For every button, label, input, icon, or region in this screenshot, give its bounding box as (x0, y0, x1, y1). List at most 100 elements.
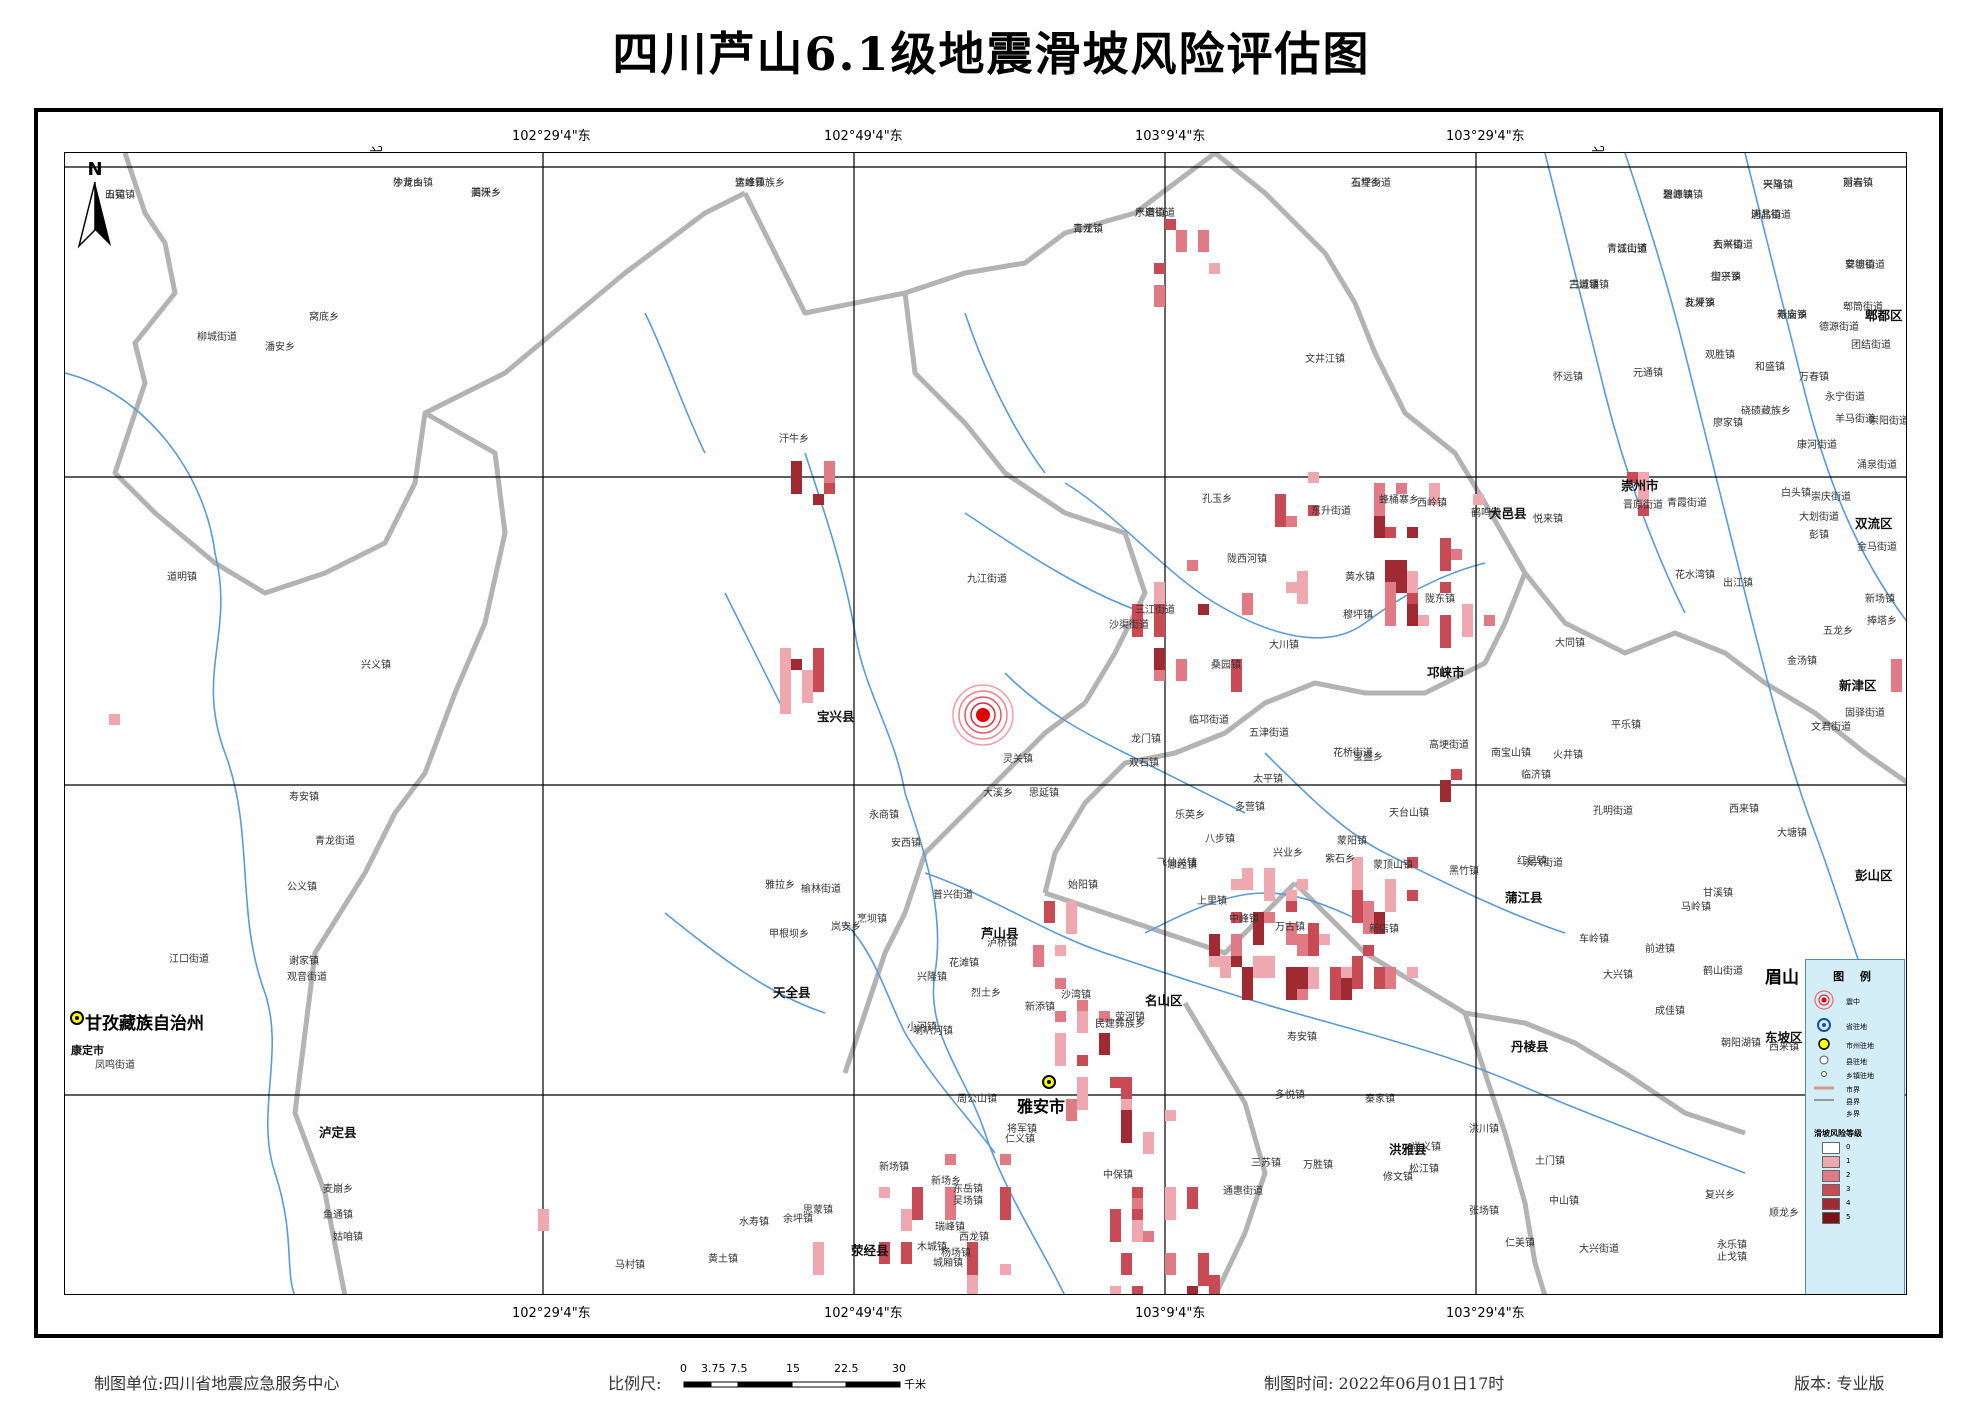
risk-cell (1242, 967, 1253, 1000)
town-label: 天台山镇 (1389, 808, 1429, 819)
lon-label-bottom-1: 102°29'4"东 (512, 1306, 591, 1321)
town-label: 吴场镇 (953, 1196, 983, 1207)
town-label: 寿安镇 (1287, 1032, 1317, 1043)
legend: 图 例 震中 省驻地 市州驻地 县驻地 乡镇驻地 市界 县界 乡界 滑坡风险等级… (1805, 959, 1905, 1294)
town-label: 余坪镇 (783, 1214, 813, 1225)
risk-cell (1374, 967, 1385, 989)
town-label: 山镇 (105, 190, 125, 201)
legend-title: 图 例 (1833, 970, 1877, 983)
town-label: 大同镇 (1555, 638, 1585, 649)
risk-cell (879, 1187, 890, 1198)
lon-label-bottom-2: 102°49'4"东 (824, 1306, 903, 1321)
risk-cell (1253, 956, 1264, 978)
town-label: 泗坪乡 (471, 188, 501, 199)
legend-epicenter: 震中 (1846, 998, 1860, 1006)
risk-cell (538, 1209, 549, 1231)
town-label: 汗牛乡 (779, 434, 809, 445)
town-label: 荥河镇 (1115, 1012, 1145, 1023)
risk-cell (1154, 285, 1165, 307)
risk-cell (1451, 549, 1462, 560)
town-label: 涌泉街道 (1857, 460, 1897, 471)
town-label: 兴隆镇 (917, 972, 947, 983)
town-label: 尚义镇 (1411, 1142, 1441, 1153)
risk-cell (1253, 912, 1264, 945)
risk-cell (1066, 1099, 1077, 1121)
county-mingshan: 名山区 (1145, 993, 1183, 1008)
town-label: 五龙乡 (1823, 626, 1853, 637)
town-label: 崇庆街道 (1811, 492, 1851, 503)
county-pujiang: 蒲江县 (1505, 890, 1543, 905)
risk-cell (1440, 582, 1451, 593)
risk-cell (1407, 527, 1418, 538)
town-label: 凤鸣街道 (95, 1060, 135, 1071)
risk-cell (1473, 494, 1484, 505)
town-label: 多营镇 (1235, 802, 1265, 813)
city-ganzi: 甘孜藏族自治州 (85, 1014, 204, 1034)
town-label: 聚源镇 (1663, 190, 1693, 201)
town-label: 岚安乡 (831, 922, 861, 933)
ganzi-marker (70, 1011, 84, 1025)
risk-cell (1154, 670, 1165, 681)
town-label: 万古镇 (1275, 922, 1305, 933)
town-label: 和盛镇 (1755, 362, 1785, 373)
town-label: 顺龙乡 (1769, 1208, 1799, 1219)
lon-label-bottom-4: 103°29'4"东 (1446, 1306, 1525, 1321)
risk-cell (1396, 560, 1407, 593)
risk-cell (1231, 912, 1242, 923)
town-label: 烈士乡 (971, 988, 1001, 999)
risk-cell (1187, 1187, 1198, 1209)
risk-cell (1407, 571, 1418, 604)
town-label: 雅拉乡 (765, 880, 795, 891)
risk-cell (1407, 604, 1418, 626)
risk-cell (1000, 1187, 1011, 1220)
town-label: 大川镇 (1269, 640, 1299, 651)
risk-cell (912, 1187, 923, 1220)
town-label: 窝底乡 (309, 312, 339, 323)
town-label: 五宪镇 (105, 190, 135, 201)
town-label: 洪川镇 (1469, 1124, 1499, 1135)
risk-cell (1429, 483, 1440, 505)
county-baoxing: 宝兴县 (817, 709, 855, 724)
town-label: 新场镇 (1865, 594, 1895, 605)
town-label: 周公山镇 (957, 1094, 997, 1105)
town-label: 崇阳街道 (1869, 416, 1907, 427)
risk-cell (1451, 769, 1462, 780)
town-label: 碧峰峡镇 (1663, 190, 1703, 201)
risk-cell (1132, 604, 1143, 637)
town-label: 观胜镇 (1705, 350, 1735, 361)
town-label: 安德街道 (1845, 260, 1885, 271)
county-yingjing: 荥经县 (851, 1243, 889, 1258)
town-label: 黑竹镇 (1449, 866, 1479, 877)
legend-level-label: 1 (1846, 1157, 1851, 1165)
town-label: 朝阳湖镇 (1721, 1038, 1761, 1049)
town-label: 民建彝族乡 (1095, 1019, 1145, 1030)
risk-cell (1077, 1077, 1088, 1110)
town-label: 水寿镇 (739, 1217, 769, 1228)
risk-cell (1319, 934, 1330, 945)
risk-cell (1286, 890, 1297, 901)
risk-cell (1154, 263, 1165, 274)
town-label: 麦崩乡 (323, 1184, 353, 1195)
town-label: 孔玉乡 (1202, 494, 1232, 505)
town-label: 孔明街道 (1593, 806, 1633, 817)
risk-cell (1407, 967, 1418, 978)
risk-cell (1198, 230, 1209, 252)
town-label: 沙龙乡 (393, 178, 423, 189)
legend-level-label: 2 (1846, 1171, 1851, 1179)
graticule-lines (65, 153, 1906, 1294)
risk-cell (1231, 659, 1242, 692)
town-label: 永乐镇 (1717, 1240, 1747, 1251)
town-label: 谢家镇 (289, 956, 319, 967)
risk-cell (1033, 945, 1044, 967)
risk-cell (1308, 472, 1319, 483)
epicenter-marker (952, 684, 1014, 746)
town-label: 沙渠街道 (1109, 620, 1149, 631)
town-label: 潘安乡 (265, 342, 295, 353)
town-label: 大划街道 (1799, 512, 1839, 523)
risk-cell (1055, 978, 1066, 989)
town-label: 孔坪乡 (1685, 298, 1715, 309)
risk-cell (1286, 901, 1297, 912)
risk-cell (1484, 615, 1495, 626)
map-area[interactable]: N 雅安市 甘孜藏族自治州 眉山 宝兴县 芦山县 天全县 名山区 大邑县 邛崃市… (64, 152, 1907, 1295)
risk-cell (901, 1209, 912, 1231)
